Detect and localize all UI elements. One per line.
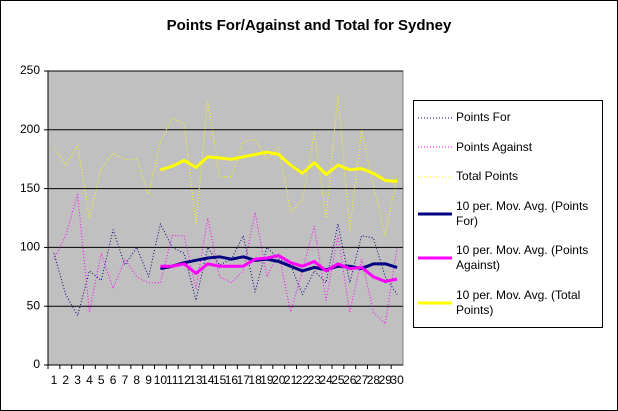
x-tick-label: 20 — [272, 373, 286, 387]
legend-swatch — [418, 146, 452, 148]
x-tick-label: 24 — [319, 373, 333, 387]
legend-label: Total Points — [456, 169, 519, 184]
x-tick-label: 10 — [154, 373, 168, 387]
legend-item: Points For — [414, 110, 602, 125]
legend-label: 10 per. Mov. Avg. (Total Points) — [456, 287, 581, 317]
legend-label: Points Against — [456, 139, 533, 154]
legend: Points For Points Against Total Points 10 p… — [413, 100, 603, 328]
x-tick-label: 7 — [122, 373, 129, 387]
x-tick-label: 5 — [98, 373, 105, 387]
legend-swatch — [418, 212, 452, 216]
x-tick-label: 27 — [355, 373, 369, 387]
series-line — [159, 150, 398, 184]
plot-area — [47, 70, 404, 366]
x-tick-label: 8 — [133, 373, 140, 387]
chart-title: Points For/Against and Total for Sydney — [167, 17, 452, 34]
y-tick-label: 250 — [20, 63, 40, 77]
x-tick-label: 22 — [296, 373, 310, 387]
y-tick-label: 100 — [20, 240, 40, 254]
y-tick-label: 0 — [33, 357, 40, 371]
x-tick-label: 18 — [248, 373, 262, 387]
y-tick-label: 150 — [20, 181, 40, 195]
x-tick-label: 30 — [390, 373, 404, 387]
x-tick-label: 9 — [145, 373, 152, 387]
series-line — [160, 254, 398, 283]
x-tick-label: 3 — [74, 373, 81, 387]
legend-item: 10 per. Mov. Avg. (Points Against) — [414, 243, 602, 273]
y-tick-label: 50 — [27, 298, 41, 312]
x-tick-label: 29 — [379, 373, 393, 387]
legend-item: Points Against — [414, 140, 602, 155]
x-tick-label: 17 — [237, 373, 251, 387]
legend-swatch — [418, 301, 452, 305]
x-tick-label: 11 — [166, 373, 179, 387]
x-tick-label: 19 — [260, 373, 274, 387]
series-line — [53, 223, 398, 317]
legend-label: Points For — [456, 110, 511, 125]
x-tick-label: 1 — [51, 373, 58, 387]
y-tick-label: 200 — [20, 122, 40, 136]
x-tick-label: 25 — [331, 373, 345, 387]
legend-label: 10 per. Mov. Avg. (Points For) — [456, 198, 589, 228]
legend-swatch — [418, 176, 452, 178]
x-tick-label: 14 — [201, 373, 215, 387]
x-tick-label: 13 — [189, 373, 203, 387]
x-tick-label: 28 — [367, 373, 381, 387]
legend-item: 10 per. Mov. Avg. (Points For) — [414, 199, 602, 229]
legend-swatch — [418, 117, 452, 119]
x-tick-label: 6 — [110, 373, 117, 387]
x-tick-label: 12 — [177, 373, 191, 387]
x-tick-label: 2 — [62, 373, 69, 387]
x-tick-label: 26 — [343, 373, 357, 387]
legend-item: Total Points — [414, 169, 602, 184]
x-tick-label: 16 — [225, 373, 239, 387]
legend-item: 10 per. Mov. Avg. (Total Points) — [414, 288, 602, 318]
x-tick-label: 21 — [284, 373, 298, 387]
legend-label: 10 per. Mov. Avg. (Points Against) — [456, 243, 589, 273]
x-tick-label: 15 — [213, 373, 227, 387]
legend-swatch — [418, 256, 452, 260]
x-tick-label: 4 — [86, 373, 93, 387]
series-line — [53, 193, 398, 325]
x-tick-label: 23 — [308, 373, 322, 387]
